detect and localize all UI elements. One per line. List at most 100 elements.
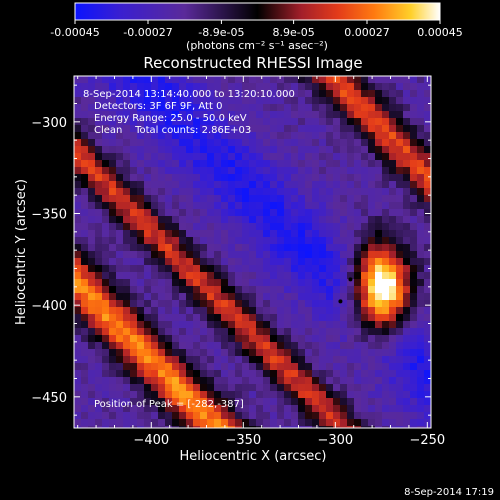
heatmap-cell [333,293,340,300]
heatmap-cell [361,279,368,286]
heatmap-cell [242,153,249,160]
heatmap-cell [312,377,319,384]
heatmap-cell [249,405,256,412]
heatmap-cell [256,244,263,251]
heatmap-cell [375,223,382,230]
heatmap-cell [88,314,95,321]
heatmap-cell [228,426,235,428]
heatmap-cell [319,279,326,286]
heatmap-cell [172,279,179,286]
heatmap-cell [389,314,396,321]
heatmap-cell [102,139,109,146]
heatmap-cell [81,188,88,195]
heatmap-cell [221,384,228,391]
heatmap-cell [375,216,382,223]
heatmap-cell [207,125,214,132]
heatmap-cell [74,83,81,90]
heatmap-cell [284,328,291,335]
heatmap-cell [193,342,200,349]
heatmap-cell [151,398,158,405]
heatmap-cell [95,279,102,286]
heatmap-cell [228,349,235,356]
heatmap-cell [165,293,172,300]
heatmap-cell [291,132,298,139]
heatmap-cell [151,146,158,153]
heatmap-cell [382,181,389,188]
heatmap-cell [144,384,151,391]
heatmap-cell [81,363,88,370]
heatmap-cell [284,314,291,321]
heatmap-cell [235,251,242,258]
heatmap-cell [277,335,284,342]
heatmap-cell [340,356,347,363]
heatmap-cell [158,111,165,118]
heatmap-cell [221,125,228,132]
heatmap-cell [403,125,410,132]
heatmap-cell [207,419,214,426]
heatmap-cell [249,118,256,125]
heatmap-cell [333,223,340,230]
heatmap-cell [291,111,298,118]
heatmap-cell [242,384,249,391]
heatmap-cell [319,146,326,153]
heatmap-cell [319,258,326,265]
heatmap-cell [270,104,277,111]
heatmap-cell [193,258,200,265]
heatmap-cell [172,132,179,139]
heatmap-cell [396,265,403,272]
heatmap-cell [263,391,270,398]
heatmap-cell [340,307,347,314]
heatmap-cell [186,125,193,132]
heatmap-cell [74,363,81,370]
heatmap-cell [123,83,130,90]
heatmap-cell [382,300,389,307]
heatmap-cell [109,391,116,398]
heatmap-cell [221,90,228,97]
heatmap-cell [368,139,375,146]
heatmap-cell [158,419,165,426]
heatmap-cell [326,118,333,125]
heatmap-cell [326,356,333,363]
heatmap-cell [319,188,326,195]
heatmap-cell [375,412,382,419]
heatmap-cell [193,349,200,356]
heatmap-cell [396,223,403,230]
heatmap-cell [228,377,235,384]
heatmap-cell [333,195,340,202]
heatmap-cell [193,132,200,139]
heatmap-cell [319,132,326,139]
heatmap-cell [340,83,347,90]
heatmap-cell [375,230,382,237]
heatmap-cell [235,90,242,97]
heatmap-cell [74,139,81,146]
heatmap-cell [368,293,375,300]
heatmap-cell [214,251,221,258]
heatmap-cell [158,391,165,398]
heatmap-cell [186,405,193,412]
heatmap-cell [130,342,137,349]
heatmap-cell [81,167,88,174]
heatmap-cell [172,216,179,223]
heatmap-cell [291,244,298,251]
heatmap-cell [109,370,116,377]
heatmap-cell [256,195,263,202]
heatmap-cell [417,349,424,356]
heatmap-cell [417,377,424,384]
heatmap-cell [340,265,347,272]
heatmap-cell [158,153,165,160]
heatmap-cell [151,328,158,335]
heatmap-cell [186,335,193,342]
heatmap-cell [116,342,123,349]
heatmap-cell [298,272,305,279]
heatmap-cell [340,342,347,349]
heatmap-cell [221,293,228,300]
heatmap-cell [193,384,200,391]
heatmap-cell [137,314,144,321]
heatmap-cell [228,188,235,195]
heatmap-cell [284,195,291,202]
heatmap-cell [333,300,340,307]
heatmap-cell [165,209,172,216]
heatmap-cell [193,405,200,412]
heatmap-cell [228,286,235,293]
heatmap-cell [382,342,389,349]
